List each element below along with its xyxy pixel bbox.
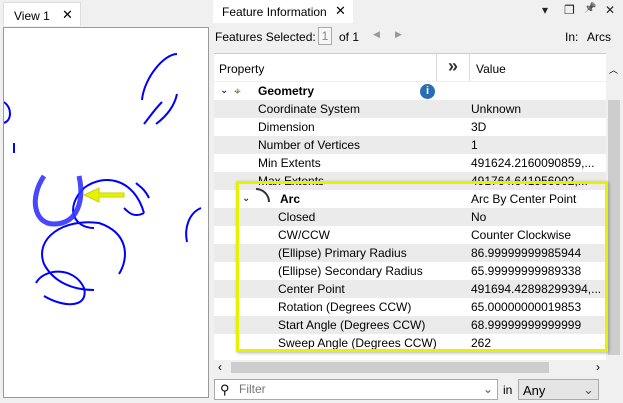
property-value: Unknown [471, 102, 522, 116]
property-value: No [471, 210, 487, 224]
property-value: 1 [471, 138, 478, 152]
restore-icon[interactable]: ❐ [564, 3, 575, 17]
feature-index-input[interactable]: 1 [318, 27, 332, 45]
property-name: Sweep Angle (Degrees CCW) [278, 336, 437, 350]
arc-group[interactable]: ⌄ Arc Arc By Center Point [214, 188, 606, 208]
selection-bar: Features Selected: 1 of 1 ◀ ▶ In: Arcs [213, 26, 623, 48]
map-view[interactable] [3, 27, 209, 398]
property-value: 65.99999999989338 [471, 264, 582, 278]
dropdown-icon[interactable]: ▾ [542, 3, 549, 17]
property-value: 68.99999999999999 [471, 318, 582, 332]
property-row[interactable]: Center Point 491694.42898299394,... [214, 280, 606, 298]
expand-columns-button[interactable]: » [436, 54, 470, 81]
property-name: Number of Vertices [258, 138, 361, 152]
arc-feature [3, 101, 11, 124]
group-label: Arc [280, 192, 301, 206]
grid-header: Property » Value [214, 54, 606, 82]
arc-feature [185, 207, 202, 243]
property-value: Counter Clockwise [471, 228, 572, 242]
filter-input[interactable]: ⚲ ⌄ [214, 379, 498, 400]
scope-select[interactable]: Any ⌄ [518, 379, 599, 400]
search-icon: ⚲ [220, 382, 230, 397]
selected-arc [32, 174, 84, 227]
tab-view-1[interactable]: View 1 ✕ [3, 2, 81, 26]
close-icon[interactable]: ✕ [605, 3, 616, 17]
property-name: Coordinate System [258, 102, 361, 116]
chevron-down-icon[interactable]: ⌄ [242, 193, 251, 204]
property-row[interactable]: Dimension 3D [214, 118, 606, 136]
chevron-down-icon[interactable]: ⌄ [483, 382, 494, 396]
property-value: 3D [471, 120, 487, 134]
property-row[interactable]: Rotation (Degrees CCW) 65.00000000019853 [214, 298, 606, 316]
next-icon[interactable]: ▶ [395, 29, 402, 39]
property-name: Dimension [258, 120, 315, 134]
arc-feature [72, 179, 150, 229]
chevron-down-icon: ⌄ [583, 382, 594, 397]
property-row[interactable]: Min Extents 491624.2160090859,... [214, 154, 606, 172]
arc-type-value: Arc By Center Point [471, 192, 577, 206]
property-name: (Ellipse) Secondary Radius [278, 264, 423, 278]
layer-name: Arcs [587, 30, 611, 44]
in-label: In: [565, 30, 579, 44]
property-name: Center Point [278, 282, 345, 296]
chevron-down-icon[interactable]: ⌄ [220, 85, 229, 96]
group-label: Geometry [258, 84, 315, 98]
tab-label: Feature Information [222, 5, 327, 19]
property-row[interactable]: CW/CCW Counter Clockwise [214, 226, 606, 244]
geometry-group[interactable]: ⌄ ⌖ Geometry i [214, 82, 606, 100]
features-selected-label: Features Selected: [215, 30, 316, 44]
pointer-arrow [82, 187, 125, 203]
close-icon[interactable]: ✕ [62, 7, 73, 22]
property-name: Min Extents [258, 156, 321, 170]
property-row[interactable]: Coordinate System Unknown [214, 100, 606, 118]
geometry-icon: ⌖ [234, 84, 241, 98]
property-row[interactable]: Closed No [214, 208, 606, 226]
property-name: CW/CCW [278, 228, 330, 242]
column-value: Value [476, 62, 506, 76]
info-icon[interactable]: i [420, 84, 435, 99]
vertical-scroll-thumb[interactable] [608, 100, 620, 355]
property-row[interactable]: Number of Vertices 1 [214, 136, 606, 154]
arc-feature [35, 270, 86, 306]
tab-feature-information[interactable]: Feature Information ✕ [213, 0, 353, 23]
arcs-canvas [3, 53, 202, 306]
property-name: (Ellipse) Primary Radius [278, 246, 407, 260]
column-property: Property [219, 62, 265, 76]
scroll-left-icon[interactable]: ‹ [218, 360, 222, 374]
property-value: 491694.42898299394,... [471, 282, 602, 296]
property-value: 491624.2160090859,... [471, 156, 595, 170]
horizontal-scroll-thumb[interactable] [231, 362, 549, 373]
scope-value: Any [523, 383, 546, 398]
property-row[interactable]: (Ellipse) Primary Radius 86.9999999998594… [214, 244, 606, 262]
feature-count: of 1 [339, 30, 360, 44]
filter-field[interactable] [239, 382, 469, 396]
arc-feature [141, 53, 178, 125]
property-row[interactable]: (Ellipse) Secondary Radius 65.99999999989… [214, 262, 606, 280]
scroll-up-icon[interactable]: ︿ [609, 65, 619, 75]
property-name: Rotation (Degrees CCW) [278, 300, 412, 314]
property-value: 86.99999999985944 [471, 246, 582, 260]
in-label: in [503, 383, 513, 397]
property-name: Closed [278, 210, 316, 224]
arc-feature [41, 221, 126, 291]
scroll-right-icon[interactable]: › [596, 360, 600, 374]
highlight-box [236, 181, 608, 352]
property-name: Start Angle (Degrees CCW) [278, 318, 426, 332]
previous-icon[interactable]: ◀ [373, 29, 380, 39]
property-value: 262 [471, 336, 492, 350]
pin-icon[interactable]: 📌 [584, 3, 597, 14]
property-value: 65.00000000019853 [471, 300, 582, 314]
property-grid: Property » Value ⌄ ⌖ Geometry i Coordina… [214, 53, 606, 360]
property-row[interactable]: Start Angle (Degrees CCW) 68.999999999999… [214, 316, 606, 334]
tab-label: View 1 [14, 9, 50, 23]
close-icon[interactable]: ✕ [335, 3, 346, 18]
property-row[interactable]: Sweep Angle (Degrees CCW) 262 [214, 334, 606, 352]
